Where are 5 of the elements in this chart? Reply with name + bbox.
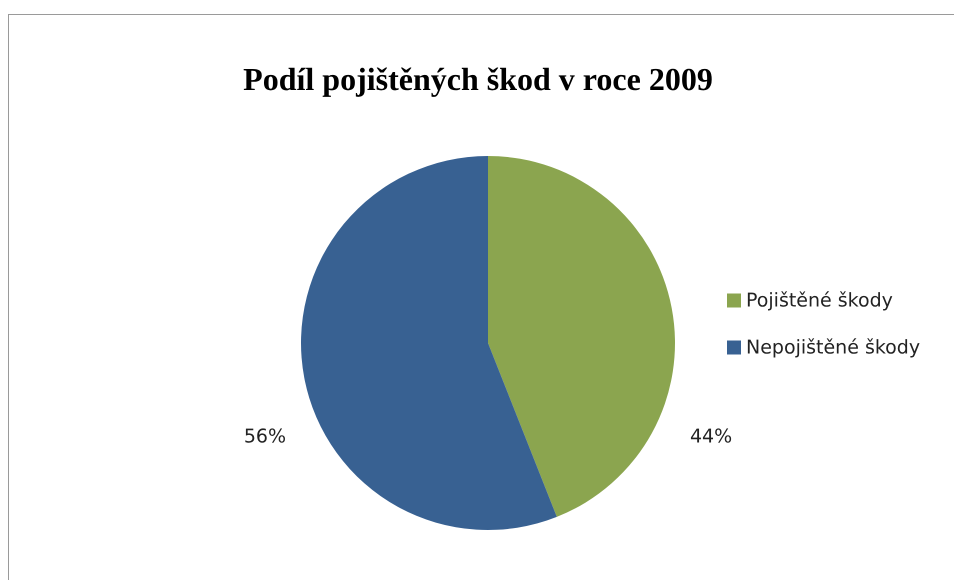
legend-label: Pojištěné škody [746,290,893,312]
data-label: 44% [690,426,732,448]
data-label: 56% [244,426,286,448]
legend-label: Nepojištěné škody [746,336,920,358]
chart-title: Podíl pojištěných škod v roce 2009 [243,61,713,97]
